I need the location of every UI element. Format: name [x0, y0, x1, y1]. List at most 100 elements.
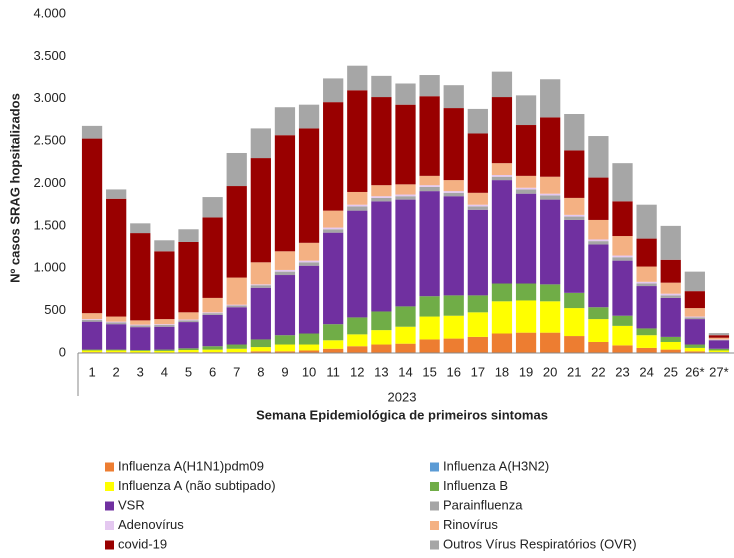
- bar-segment: [491, 163, 513, 176]
- bar-segment: [515, 300, 537, 333]
- bar-segment: [130, 350, 151, 353]
- bar-segment: [106, 316, 127, 322]
- x-tick-label: 6: [209, 364, 216, 379]
- bar-segment: [395, 104, 416, 185]
- bar-segment: [491, 283, 513, 302]
- bar-segment: [708, 337, 730, 340]
- x-tick-label: 19: [519, 364, 533, 379]
- x-tick-label: 17: [471, 364, 485, 379]
- bar-segment: [660, 293, 681, 296]
- bar-segment: [540, 195, 561, 200]
- bar-segment: [588, 319, 609, 342]
- bar-segment: [443, 338, 464, 353]
- legend-swatch: [105, 482, 114, 491]
- bar-segment: [395, 83, 416, 105]
- x-tick-label: 14: [398, 364, 412, 379]
- x-tick-label: 1: [88, 364, 95, 379]
- x-tick-label: 7: [233, 364, 240, 379]
- bar-segment: [419, 175, 440, 186]
- bar-segment: [660, 225, 681, 260]
- bar-segment: [540, 284, 561, 302]
- bar-segment: [298, 260, 320, 263]
- bar-segment: [250, 351, 271, 353]
- bar-segment: [202, 217, 223, 298]
- bar-segment: [130, 350, 151, 351]
- bar-segment: [588, 219, 609, 240]
- bar-segment: [612, 260, 633, 316]
- x-tick-label: 4: [161, 364, 168, 379]
- bar-segment: [371, 185, 392, 197]
- bar-segment: [564, 292, 585, 309]
- bar-segment: [636, 266, 657, 282]
- x-tick-label: 22: [591, 364, 605, 379]
- x-tick-label: 20: [543, 364, 557, 379]
- bar-segment: [81, 138, 103, 314]
- bar-segment: [250, 128, 271, 159]
- bar-segment: [564, 114, 585, 151]
- bar-segment: [515, 175, 537, 188]
- bar-segment: [154, 324, 175, 326]
- bar-segment: [395, 343, 416, 353]
- bar-segment: [708, 340, 730, 349]
- bar-segment: [612, 255, 633, 258]
- bar-segment: [467, 209, 488, 296]
- bar-segment: [419, 75, 440, 97]
- bar-segment: [106, 350, 127, 353]
- bar-segment: [154, 240, 175, 252]
- bar-segment: [588, 307, 609, 320]
- bar-segment: [274, 107, 296, 136]
- bar-segment: [347, 204, 368, 207]
- x-tick-label: 13: [374, 364, 388, 379]
- legend-label: Influenza B: [443, 478, 508, 493]
- bar-segment: [202, 349, 223, 353]
- bar-segment: [684, 319, 705, 345]
- bar-segment: [347, 191, 368, 205]
- x-tick-label: 25: [663, 364, 677, 379]
- bar-segment: [684, 351, 705, 353]
- bar-segment: [395, 196, 416, 200]
- bar-segment: [684, 291, 705, 309]
- x-tick-label: 5: [185, 364, 192, 379]
- bar-segment: [564, 214, 585, 217]
- y-tick-label: 3.500: [33, 48, 66, 63]
- x-tick-label: 3: [137, 364, 144, 379]
- bar-segment: [443, 196, 464, 296]
- bar-segment: [515, 332, 537, 353]
- bar-segment: [178, 350, 199, 353]
- bar-segment: [564, 336, 585, 353]
- legend-swatch: [430, 482, 439, 491]
- bar-segment: [347, 210, 368, 318]
- legend-swatch: [430, 540, 439, 550]
- bar-segment: [564, 197, 585, 215]
- bar-segment: [612, 315, 633, 326]
- bar-segment: [323, 78, 344, 103]
- bar-segment: [708, 333, 730, 336]
- bar-segment: [443, 180, 464, 192]
- bar-segment: [491, 175, 513, 177]
- bar-segment: [540, 79, 561, 118]
- bar-segment: [371, 311, 392, 331]
- x-tick-label: 27*: [709, 364, 729, 379]
- bar-segment: [226, 186, 247, 278]
- bar-segment: [395, 326, 416, 344]
- bar-segment: [612, 257, 633, 261]
- legend-swatch: [105, 521, 114, 530]
- bar-segment: [371, 75, 392, 98]
- bar-segment: [298, 265, 320, 334]
- bar-segment: [515, 187, 537, 190]
- x-tick-label: 9: [281, 364, 288, 379]
- bar-segment: [467, 192, 488, 205]
- bar-segment: [347, 317, 368, 335]
- bar-segment: [226, 277, 247, 305]
- bar-segment: [588, 177, 609, 220]
- bar-segment: [178, 320, 199, 323]
- bar-segment: [491, 71, 513, 98]
- x-tick-label: 2: [113, 364, 120, 379]
- bar-segment: [178, 241, 199, 313]
- bar-segment: [323, 210, 344, 228]
- bar-segment: [371, 201, 392, 312]
- bar-segment: [298, 344, 320, 351]
- bar-segment: [636, 347, 657, 353]
- bar-segment: [636, 328, 657, 336]
- bar-segment: [178, 229, 199, 242]
